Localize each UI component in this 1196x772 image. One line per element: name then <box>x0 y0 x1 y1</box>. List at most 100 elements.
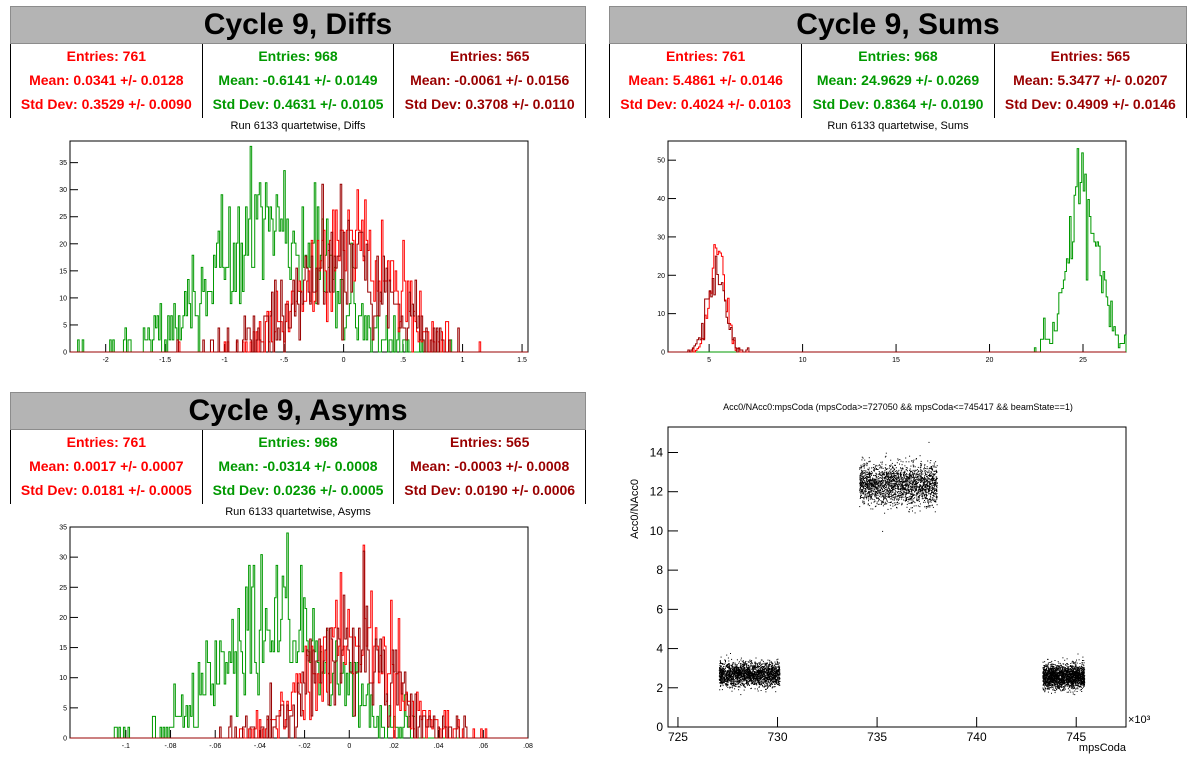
x-tick-label: -.08 <box>165 743 177 750</box>
x-axis-multiplier: ×10³ <box>1128 714 1151 726</box>
x-tick-label: .08 <box>523 743 533 750</box>
asyms-subtitle: Run 6133 quartetwise, Asyms <box>225 506 371 518</box>
diffs-title: Cycle 9, Diffs <box>10 6 586 44</box>
y-tick-label: 20 <box>59 615 67 622</box>
std-dev-value: Std Dev: 0.0181 +/- 0.0005 <box>20 482 192 498</box>
plot-frame <box>667 426 1127 728</box>
stats-column: Entries: 968 Mean: -0.0314 +/- 0.0008 Std … <box>203 430 395 504</box>
x-tick-label: 5 <box>707 357 711 364</box>
diffs-stats-box: Entries: 761 Mean: 0.0341 +/- 0.0128 Std D… <box>10 44 586 118</box>
entries-value: Entries: 761 <box>66 434 147 450</box>
y-tick-label: 30 <box>59 555 67 562</box>
y-tick-label: 2 <box>656 681 663 695</box>
entries-value: Entries: 761 <box>66 48 147 64</box>
x-tick-label: 740 <box>967 730 987 744</box>
y-tick-label: 50 <box>657 158 665 165</box>
x-tick-label: -.04 <box>254 743 266 750</box>
mean-value: Mean: -0.6141 +/- 0.0149 <box>218 72 378 88</box>
std-dev-value: Std Dev: 0.3529 +/- 0.0090 <box>20 96 192 112</box>
sums-title: Cycle 9, Sums <box>609 6 1187 44</box>
sums-stats-box: Entries: 761 Mean: 5.4861 +/- 0.0146 Std D… <box>609 44 1187 118</box>
x-tick-label: 0 <box>347 743 351 750</box>
y-tick-label: 10 <box>650 524 664 538</box>
mean-value: Mean: 5.3477 +/- 0.0207 <box>1013 72 1168 88</box>
x-tick-label: 25 <box>1079 357 1087 364</box>
diffs-subtitle: Run 6133 quartetwise, Diffs <box>230 120 366 132</box>
entries-value: Entries: 968 <box>858 48 938 64</box>
mean-value: Mean: -0.0061 +/- 0.0156 <box>410 72 570 88</box>
scatter-title: Acc0/NAcc0:mpsCoda (mpsCoda>=727050 && m… <box>723 402 1073 412</box>
x-tick-label: -2 <box>103 357 109 364</box>
x-axis-label: mpsCoda <box>1079 742 1127 754</box>
std-dev-value: Std Dev: 0.0236 +/- 0.0005 <box>212 482 384 498</box>
histogram-series <box>70 145 528 353</box>
y-tick-label: 0 <box>63 736 67 743</box>
y-tick-label: 30 <box>657 234 665 241</box>
y-tick-label: 25 <box>59 585 67 592</box>
y-tick-label: 20 <box>59 241 67 248</box>
mean-value: Mean: 24.9629 +/- 0.0269 <box>816 72 980 88</box>
x-tick-label: -.02 <box>299 743 311 750</box>
y-tick-label: 10 <box>59 675 67 682</box>
std-dev-value: Std Dev: 0.4631 +/- 0.0105 <box>212 96 384 112</box>
stats-column: Entries: 968 Mean: -0.6141 +/- 0.0149 Std … <box>203 44 395 118</box>
x-tick-label: .02 <box>389 743 399 750</box>
stats-column: Entries: 761 Mean: 0.0341 +/- 0.0128 Std D… <box>11 44 203 118</box>
y-tick-label: 5 <box>63 322 67 329</box>
sums-subtitle: Run 6133 quartetwise, Sums <box>827 120 969 132</box>
y-tick-label: 14 <box>650 445 664 459</box>
x-tick-label: 730 <box>768 730 788 744</box>
y-tick-label: 10 <box>657 311 665 318</box>
y-tick-label: 35 <box>59 525 67 532</box>
y-tick-label: 30 <box>59 187 67 194</box>
std-dev-value: Std Dev: 0.4909 +/- 0.0146 <box>1004 96 1176 112</box>
histogram-series <box>70 183 528 353</box>
entries-value: Entries: 968 <box>258 434 338 450</box>
x-tick-label: -.06 <box>209 743 221 750</box>
y-tick-label: 8 <box>656 563 663 577</box>
y-axis-label: Acc0/NAcc0 <box>629 479 641 539</box>
histogram-series <box>70 550 528 739</box>
entries-value: Entries: 968 <box>258 48 338 64</box>
y-tick-label: 15 <box>59 645 67 652</box>
y-tick-label: 6 <box>656 602 663 616</box>
mean-value: Mean: 0.0017 +/- 0.0007 <box>29 458 184 474</box>
plot-frame <box>69 140 529 353</box>
y-tick-label: 25 <box>59 214 67 221</box>
x-tick-label: 1 <box>461 357 465 364</box>
x-tick-label: .06 <box>478 743 488 750</box>
x-tick-label: -.5 <box>280 357 288 364</box>
x-tick-label: 15 <box>892 357 900 364</box>
y-tick-label: 0 <box>656 720 663 734</box>
entries-value: Entries: 565 <box>449 48 530 64</box>
x-tick-label: .04 <box>434 743 444 750</box>
y-tick-label: 0 <box>661 350 665 357</box>
stats-column: Entries: 761 Mean: 0.0017 +/- 0.0007 Std D… <box>11 430 203 504</box>
asyms-stats-box: Entries: 761 Mean: 0.0017 +/- 0.0007 Std D… <box>10 430 586 504</box>
mean-value: Mean: -0.0003 +/- 0.0008 <box>410 458 570 474</box>
std-dev-value: Std Dev: 0.4024 +/- 0.0103 <box>620 96 792 112</box>
entries-value: Entries: 565 <box>449 434 530 450</box>
plot-frame <box>69 526 529 739</box>
scatter-points <box>718 441 1086 696</box>
std-dev-value: Std Dev: 0.0190 +/- 0.0006 <box>404 482 576 498</box>
y-tick-label: 0 <box>63 350 67 357</box>
x-tick-label: -.1 <box>122 743 130 750</box>
stats-column: Entries: 565 Mean: -0.0061 +/- 0.0156 Std … <box>394 44 585 118</box>
asyms-title: Cycle 9, Asyms <box>10 392 586 430</box>
y-tick-label: 40 <box>657 196 665 203</box>
histogram-series <box>668 255 1126 353</box>
y-tick-label: 15 <box>59 268 67 275</box>
stats-column: Entries: 565 Mean: -0.0003 +/- 0.0008 Std … <box>394 430 585 504</box>
y-tick-label: 12 <box>650 485 664 499</box>
x-tick-label: 1.5 <box>517 357 527 364</box>
x-tick-label: 745 <box>1066 730 1086 744</box>
y-tick-label: 35 <box>59 160 67 167</box>
stats-column: Entries: 565 Mean: 5.3477 +/- 0.0207 Std D… <box>995 44 1186 118</box>
y-tick-label: 4 <box>656 642 663 656</box>
entries-value: Entries: 565 <box>1050 48 1130 64</box>
